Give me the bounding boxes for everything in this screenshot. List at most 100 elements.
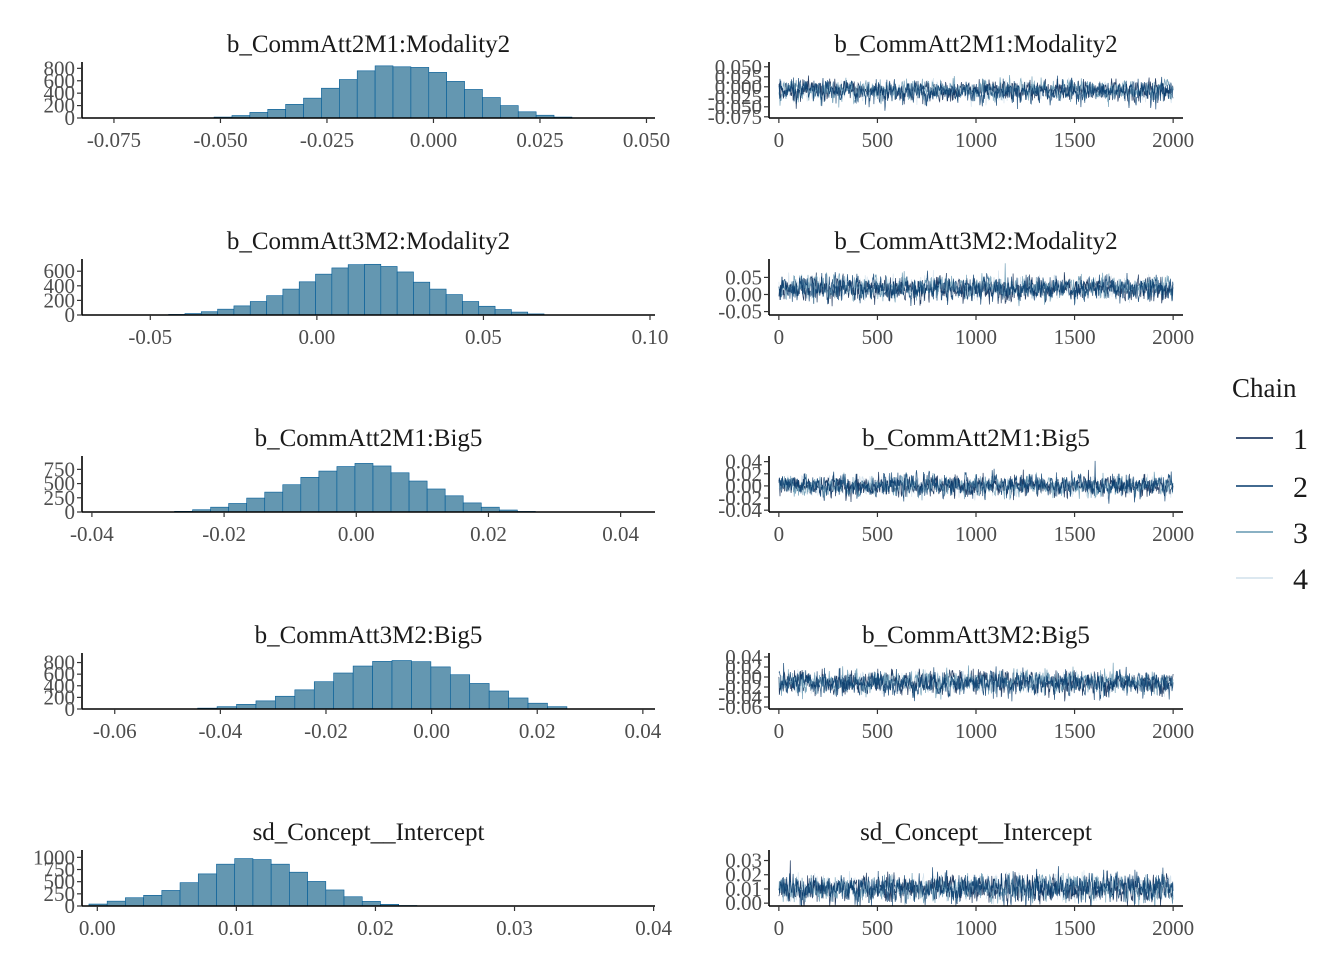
x-tick-label: 0.04 [602,522,639,546]
x-tick-label: 2000 [1152,522,1194,546]
x-tick-label: 0.025 [516,128,563,152]
histogram-bar [430,666,451,710]
x-tick-label: -0.04 [70,522,114,546]
y-tick-label: 600 [44,662,76,686]
histogram-bar [285,104,304,119]
trace-panel-3: b_CommAtt2M1:Big5 0 500 1000 1500 2000 -0.04-0… [718,425,1194,546]
histogram-bar [408,480,428,513]
panel-title: sd_Concept__Intercept [253,819,485,846]
trace-panel-4: b_CommAtt3M2:Big5 0 500 1000 1500 2000 -0.06-0… [718,622,1194,743]
x-tick-label: -0.075 [87,128,141,152]
histogram-bar [380,266,398,316]
histogram-bar [449,674,471,710]
y-tick-label: 750 [44,457,76,481]
y-tick-label: 400 [44,81,76,105]
y-tick-label: 200 [44,288,76,312]
y-tick-label: 500 [44,472,76,496]
trace-panel-2: b_CommAtt3M2:Modality2 0 500 1000 1500 2000 -0… [718,228,1194,349]
histogram-bar [125,897,144,907]
histogram-bar [428,72,447,119]
x-tick-label: 1500 [1054,719,1096,743]
x-tick-label: -0.050 [193,128,247,152]
x-tick-label: 1000 [955,325,997,349]
y-tick-label: -0.04 [718,498,762,522]
x-tick-label: 1500 [1054,325,1096,349]
histogram-panel-5: sd_Concept__Intercept 0.00 0.01 0.02 0.03 0.0… [33,819,672,940]
y-tick-label: -0.075 [708,105,762,129]
chain-2-trace [778,75,1174,111]
y-tick-label: 0.000 [715,75,762,99]
y-tick-label: -0.02 [718,486,762,510]
histogram-bar [266,295,284,316]
y-tick-label: 0 [65,697,76,721]
x-tick-label: 0 [774,522,785,546]
histogram-bar [445,294,463,316]
y-tick-label: 0 [65,303,76,327]
histogram-bar [143,894,163,907]
x-tick-label: 0 [774,719,785,743]
histogram-bar [372,465,392,513]
histogram-bar [494,309,512,316]
y-tick-label: 0.02 [725,863,762,887]
y-tick-label: 0.00 [725,665,762,689]
histogram-bar [396,271,414,316]
histogram-bar [267,109,286,119]
x-tick-label: 0.10 [632,325,669,349]
histogram-bar [217,308,235,316]
histogram-bar [478,305,496,316]
y-tick-label: 800 [44,56,76,80]
histogram-bar [339,79,358,119]
panel-title: b_CommAtt3M2:Modality2 [834,228,1117,255]
histogram-bar [336,466,356,513]
histogram-bar [275,695,296,710]
x-tick-label: 2000 [1152,128,1194,152]
histogram-panel-2: b_CommAtt3M2:Modality2 -0.05 0.00 0.05 0.10 0… [44,228,669,349]
histogram-bar [488,690,509,710]
y-tick-label: -0.025 [708,85,762,109]
legend-label-2: 2 [1293,471,1308,504]
x-tick-label: -0.04 [198,719,242,743]
histogram-bar [307,881,327,907]
y-tick-label: 0.00 [725,474,762,498]
histogram-panel-1: b_CommAtt2M1:Modality2 -0.075 -0.050 -0.025… [44,31,671,152]
panel-title: b_CommAtt3M2:Big5 [862,622,1090,649]
histogram-bar [372,661,393,710]
y-tick-label: 800 [44,651,76,675]
histogram-bar [300,477,320,513]
histogram-bar [264,491,284,513]
histogram-bar [249,301,267,316]
histogram-bar [429,288,447,316]
chain-2-trace [778,270,1174,307]
legend-title: Chain [1232,373,1297,403]
x-tick-label: 0.04 [624,719,661,743]
x-tick-label: 500 [862,719,894,743]
y-tick-label: -0.050 [708,95,762,119]
chain-2-trace [778,662,1174,702]
histogram-bar [179,882,199,907]
histogram-bar [282,484,302,513]
x-tick-label: 1000 [955,522,997,546]
histogram-panel-3: b_CommAtt2M1:Big5 -0.04 -0.02 0.00 0.02 0.04 0… [44,425,655,546]
y-tick-label: 250 [44,486,76,510]
histogram-bar [282,288,300,316]
x-tick-label: -0.02 [202,522,246,546]
x-tick-label: -0.025 [300,128,354,152]
histogram-bar [325,889,345,907]
histogram-bar [197,873,217,907]
y-tick-label: 250 [44,882,76,906]
y-tick-label: 0.03 [725,849,762,873]
histogram-bar [246,497,266,513]
panel-title: b_CommAtt2M1:Big5 [862,425,1090,452]
histogram-bar [426,488,446,513]
panel-title: b_CommAtt2M1:Modality2 [227,31,510,58]
x-tick-label: -0.02 [304,719,348,743]
x-tick-label: 1000 [955,916,997,940]
histogram-bar [352,665,373,710]
histogram-bar [392,66,412,119]
histogram-bar [411,661,432,710]
chain-2-trace [778,866,1174,907]
x-tick-label: 0.03 [496,916,533,940]
histogram-bar [298,281,316,316]
histogram-bar [252,859,272,907]
